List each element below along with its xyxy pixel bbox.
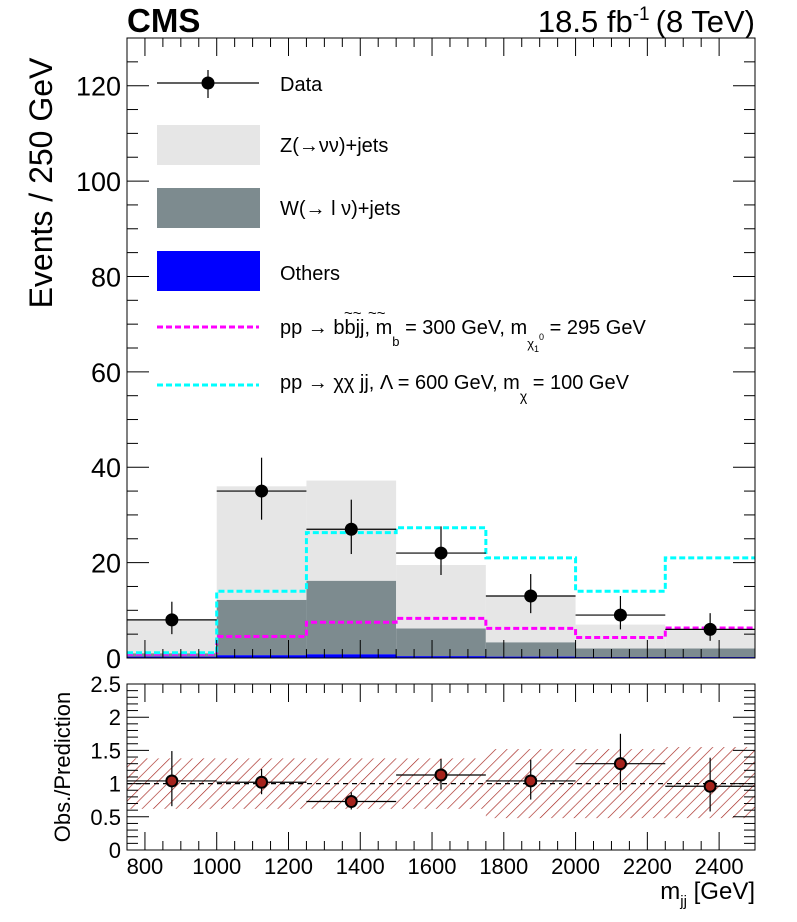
ratio-marker-inner-0	[167, 776, 177, 786]
ratio-y-tick-label-5: 2.5	[90, 672, 121, 697]
legend-sbottom-label: pp → bbjj, mb = 300 GeV, mχ10 = 295 GeV	[280, 317, 646, 354]
ratio-frame	[126, 683, 756, 851]
signal-line-dm	[127, 526, 755, 655]
legend-z-label: Z(→νν)+jets	[280, 135, 388, 157]
legend-data: Data	[157, 70, 323, 98]
x-tick-label-1000: 1000	[192, 854, 241, 879]
data-point-5	[575, 596, 666, 630]
experiment-label: CMS	[127, 2, 200, 39]
stack-bar-0-1	[216, 655, 307, 658]
ratio-point-1	[216, 768, 307, 795]
data-marker-6	[703, 622, 717, 636]
legend-dm-label: pp → χχ jj, Λ = 600 GeV, mχ = 100 GeV	[280, 372, 630, 404]
x-tick-label-2000: 2000	[551, 854, 600, 879]
x-tick-label-1200: 1200	[264, 854, 313, 879]
ratio-panel: 0 0.5 1 1.5 2 2.5 800 1000 1200 1400 1600 1800 2000 2…	[50, 672, 756, 910]
ratio-point-3	[396, 759, 486, 790]
ratio-point-2	[306, 792, 397, 810]
ratio-y-tick-label-1: 0.5	[90, 805, 121, 830]
legend-sbottom: ~~ ~~ pp → bbjj, mb = 300 GeV, mχ10 = 29…	[157, 305, 646, 354]
lumi-label: 18.5 fb-1 (8 TeV)	[538, 4, 755, 39]
ratio-point-5	[575, 733, 666, 791]
data-point-0	[127, 601, 217, 635]
legend: Data Z(→νν)+jets W(→ l ν)+jets Others ~~…	[157, 70, 646, 404]
ratio-y-tick-label-2: 1	[109, 772, 121, 797]
lumi-value: 18.5 fb	[538, 4, 633, 39]
data-point-3	[396, 526, 486, 576]
ratio-y-tick-label-3: 1.5	[90, 738, 121, 763]
data-point-1	[216, 457, 307, 520]
ratio-points	[127, 733, 755, 812]
x-tick-label-1400: 1400	[336, 854, 385, 879]
data-marker-2	[344, 522, 358, 536]
ratio-marker-inner-6	[705, 781, 715, 791]
data-marker-1	[255, 484, 269, 498]
y-tick-label-20: 20	[91, 549, 121, 579]
signal-line-sbottom	[127, 616, 755, 656]
legend-others: Others	[157, 251, 340, 291]
legend-z-nunu: Z(→νν)+jets	[157, 125, 388, 165]
main-y-axis-label: Events / 250 GeV	[23, 57, 59, 308]
ratio-point-6	[665, 757, 755, 812]
stack-bar-0-2	[306, 654, 397, 658]
main-panel: 0 20 40 60 80 100 120 Events / 250 GeV	[23, 37, 756, 674]
stack-bar-1-2	[306, 580, 397, 655]
ratio-marker-inner-3	[436, 770, 446, 780]
y-tick-label-100: 100	[76, 167, 121, 197]
stack-bar-1-4	[485, 642, 576, 657]
ratio-y-tick-label-0: 0	[109, 838, 121, 863]
data-marker-5	[613, 608, 627, 622]
legend-w-lnu: W(→ l ν)+jets	[157, 188, 401, 228]
legend-dm: pp → χχ jj, Λ = 600 GeV, mχ = 100 GeV	[157, 372, 630, 404]
y-tick-label-40: 40	[91, 453, 121, 483]
main-axis-ticks: 0 20 40 60 80 100 120	[76, 37, 755, 674]
stack-bar-1-3	[396, 628, 486, 657]
signal-curves	[127, 526, 755, 656]
legend-data-label: Data	[280, 74, 323, 96]
ratio-y-tick-label-4: 2	[109, 705, 121, 730]
legend-others-label: Others	[280, 263, 340, 285]
legend-sbottom-tilde-2: ~~	[368, 305, 386, 322]
x-tick-label-2200: 2200	[623, 854, 672, 879]
data-point-4	[485, 574, 576, 614]
y-tick-label-60: 60	[91, 358, 121, 388]
lumi-energy: (8 TeV)	[656, 4, 755, 39]
y-tick-label-120: 120	[76, 72, 121, 102]
y-tick-label-80: 80	[91, 262, 121, 292]
data-point-6	[665, 613, 755, 641]
legend-w-label: W(→ l ν)+jets	[280, 198, 401, 220]
lumi-exponent: -1	[633, 4, 650, 25]
ratio-marker-inner-5	[615, 759, 625, 769]
x-tick-label-2400: 2400	[695, 854, 744, 879]
stack-bar-2-5	[575, 624, 666, 649]
x-tick-label-800: 800	[127, 854, 164, 879]
ratio-marker-inner-4	[526, 776, 536, 786]
data-marker-0	[165, 613, 179, 627]
stack-bar-0-4	[485, 656, 576, 658]
ratio-axis-ticks: 0 0.5 1 1.5 2 2.5 800 1000 1200 1400 1600 1800 2000 2…	[90, 672, 755, 879]
ratio-point-4	[485, 759, 576, 800]
stack-bar-1-6	[665, 648, 755, 658]
ratio-point-0	[127, 751, 217, 807]
stack-bar-1-5	[575, 648, 666, 658]
stack-bars	[127, 480, 755, 658]
stack-bar-1-1	[216, 599, 307, 656]
legend-sbottom-tilde-1: ~~	[344, 305, 362, 322]
stack-bar-0-0	[127, 656, 217, 658]
data-point-2	[306, 499, 397, 555]
x-axis-label: mjj [GeV]	[660, 878, 755, 910]
data-marker-4	[524, 589, 538, 603]
data-marker-3	[434, 546, 448, 560]
stack-bar-0-3	[396, 656, 486, 658]
data-points	[127, 457, 755, 641]
stack-bar-1-0	[127, 653, 217, 657]
ratio-marker-inner-1	[257, 777, 267, 787]
ratio-marker-inner-2	[346, 797, 356, 807]
x-tick-label-1800: 1800	[479, 854, 528, 879]
y-tick-label-0: 0	[106, 644, 121, 674]
ratio-y-axis-label: Obs./Prediction	[50, 692, 75, 842]
x-tick-label-1600: 1600	[408, 854, 457, 879]
